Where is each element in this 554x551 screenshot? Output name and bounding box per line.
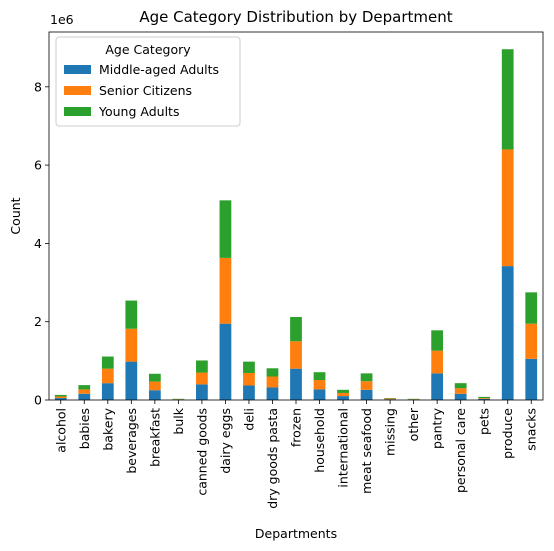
bar-1-11 bbox=[313, 380, 326, 390]
x-tick-label-15: other bbox=[406, 407, 421, 441]
bar-1-14 bbox=[384, 398, 396, 400]
bar-2-10 bbox=[290, 317, 302, 342]
bar-0-0 bbox=[54, 398, 67, 400]
bar-0-12 bbox=[337, 396, 349, 400]
x-tick-label-11: household bbox=[312, 408, 327, 473]
bar-2-17 bbox=[454, 383, 467, 389]
bar-0-20 bbox=[525, 358, 538, 400]
x-tick-label-20: snacks bbox=[524, 408, 539, 451]
x-tick-label-12: international bbox=[336, 408, 351, 488]
x-tick-label-4: breakfast bbox=[147, 408, 162, 467]
bar-0-18 bbox=[478, 398, 491, 400]
x-tick-label-19: produce bbox=[500, 408, 515, 459]
legend-swatch-2 bbox=[64, 107, 91, 116]
bar-2-12 bbox=[337, 389, 349, 393]
bar-0-3 bbox=[125, 361, 138, 400]
bar-1-6 bbox=[196, 372, 208, 385]
x-tick-label-17: personal care bbox=[453, 408, 468, 493]
y-tick-label-3: 6 bbox=[34, 158, 42, 173]
bar-0-1 bbox=[78, 393, 91, 400]
bar-1-20 bbox=[525, 323, 538, 359]
legend-label-2: Young Adults bbox=[98, 104, 179, 119]
bar-0-17 bbox=[454, 393, 467, 400]
x-tick-label-18: pets bbox=[477, 408, 492, 435]
bar-0-6 bbox=[196, 384, 208, 400]
bar-1-3 bbox=[125, 328, 138, 362]
bar-0-9 bbox=[266, 387, 279, 400]
x-axis-label: Departments bbox=[255, 526, 337, 541]
bar-1-8 bbox=[243, 372, 255, 386]
legend-swatch-1 bbox=[64, 86, 91, 95]
y-tick-label-1: 2 bbox=[34, 314, 42, 329]
bar-1-9 bbox=[266, 376, 279, 388]
bar-0-4 bbox=[148, 390, 161, 400]
x-tick-label-9: dry goods pasta bbox=[265, 408, 280, 509]
bar-2-20 bbox=[525, 292, 538, 324]
y-tick-label-0: 0 bbox=[34, 393, 42, 408]
bar-2-2 bbox=[101, 356, 114, 369]
bar-1-19 bbox=[501, 149, 514, 267]
x-tick-label-1: babies bbox=[77, 408, 92, 449]
x-tick-label-6: canned goods bbox=[194, 408, 209, 496]
legend-box bbox=[55, 36, 241, 127]
x-tick-label-3: beverages bbox=[124, 408, 139, 474]
x-tick-label-14: missing bbox=[383, 408, 398, 456]
bar-2-7 bbox=[219, 200, 232, 258]
bar-1-16 bbox=[431, 350, 444, 374]
bar-0-10 bbox=[290, 368, 302, 400]
bar-0-19 bbox=[501, 266, 514, 400]
bar-2-19 bbox=[501, 49, 514, 150]
legend-label-1: Senior Citizens bbox=[99, 83, 192, 98]
bar-2-9 bbox=[266, 368, 279, 377]
bar-1-18 bbox=[478, 398, 491, 399]
bar-1-7 bbox=[219, 257, 232, 324]
x-ticks: alcohol babies bakery beverages breakfast bul… bbox=[53, 400, 539, 509]
bar-1-0 bbox=[54, 396, 67, 399]
bar-1-4 bbox=[148, 381, 161, 391]
legend-label-0: Middle-aged Adults bbox=[99, 62, 219, 77]
y-axis-offset-label: 1e6 bbox=[50, 12, 74, 27]
bar-0-7 bbox=[219, 323, 232, 400]
y-tick-label-2: 4 bbox=[34, 236, 42, 251]
bar-2-13 bbox=[360, 373, 373, 382]
bar-2-11 bbox=[313, 372, 326, 381]
bar-0-13 bbox=[360, 389, 373, 400]
bar-1-13 bbox=[360, 381, 373, 390]
y-ticks: 0 2 4 6 8 bbox=[34, 79, 49, 408]
bar-2-8 bbox=[243, 361, 255, 373]
x-tick-label-13: meat seafood bbox=[359, 408, 374, 494]
legend: Age Category Middle-aged Adults Senior Cit… bbox=[55, 36, 241, 127]
bar-2-6 bbox=[196, 360, 208, 373]
x-tick-label-5: bulk bbox=[171, 407, 186, 434]
bar-1-2 bbox=[101, 368, 114, 384]
bar-2-18 bbox=[478, 396, 491, 399]
y-axis-label: Count bbox=[8, 197, 23, 234]
x-tick-label-0: alcohol bbox=[53, 408, 68, 453]
bar-0-2 bbox=[101, 383, 114, 400]
bar-0-8 bbox=[243, 385, 255, 400]
bar-1-1 bbox=[78, 389, 91, 394]
y-tick-label-4: 8 bbox=[34, 79, 42, 94]
bar-1-17 bbox=[454, 388, 467, 394]
bar-1-10 bbox=[290, 341, 302, 369]
bar-0-16 bbox=[431, 373, 444, 400]
bar-2-16 bbox=[431, 330, 444, 351]
x-tick-label-7: dairy eggs bbox=[218, 408, 233, 474]
bar-2-0 bbox=[54, 394, 67, 397]
x-tick-label-16: pantry bbox=[430, 407, 445, 449]
legend-swatch-0 bbox=[64, 65, 91, 74]
x-tick-label-2: bakery bbox=[100, 407, 115, 450]
bar-1-12 bbox=[337, 392, 349, 397]
legend-title: Age Category bbox=[105, 42, 191, 57]
chart-title: Age Category Distribution by Department bbox=[139, 8, 452, 26]
bar-2-1 bbox=[78, 385, 91, 390]
bars-layer bbox=[54, 49, 538, 400]
x-tick-label-10: frozen bbox=[289, 408, 304, 447]
x-tick-label-8: deli bbox=[241, 408, 256, 431]
bar-2-4 bbox=[148, 373, 161, 382]
bar-0-11 bbox=[313, 389, 326, 400]
bar-2-3 bbox=[125, 300, 138, 329]
